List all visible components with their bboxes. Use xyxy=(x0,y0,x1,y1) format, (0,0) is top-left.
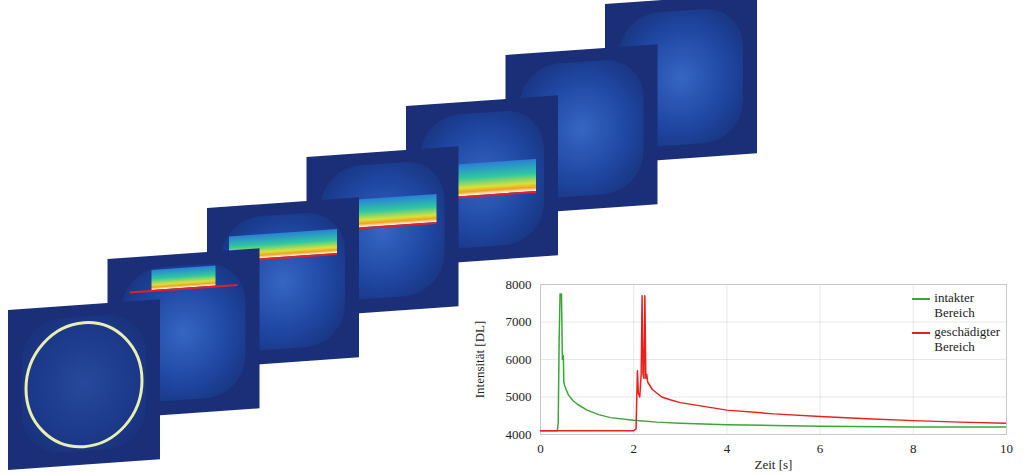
svg-text:6000: 6000 xyxy=(506,352,532,367)
svg-text:8000: 8000 xyxy=(506,277,532,292)
svg-text:8: 8 xyxy=(910,441,917,456)
html-text:intakter Bereich: intakter Bereich xyxy=(934,290,975,320)
html-text:geschädigter Bereich: geschädigter Bereich xyxy=(934,324,1000,354)
svg-text:2: 2 xyxy=(630,441,637,456)
svg-text:Zeit [s]: Zeit [s] xyxy=(755,457,793,472)
svg-text:4000: 4000 xyxy=(506,427,532,442)
svg-text:5000: 5000 xyxy=(506,389,532,404)
svg-text:10: 10 xyxy=(1000,441,1013,456)
svg-text:7000: 7000 xyxy=(506,314,532,329)
svg-text:Intensität [DL]: Intensität [DL] xyxy=(472,321,487,399)
svg-text:0: 0 xyxy=(537,441,544,456)
svg-text:6: 6 xyxy=(817,441,824,456)
svg-text:4: 4 xyxy=(724,441,731,456)
